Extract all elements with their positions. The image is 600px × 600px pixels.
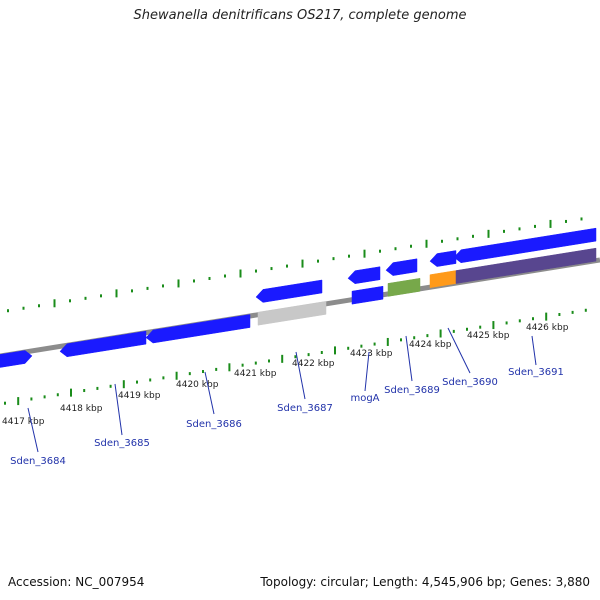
kbp-label: 4423 kbp (350, 349, 393, 359)
gene-feature[interactable] (453, 227, 597, 264)
kbp-label: 4418 kbp (60, 404, 103, 414)
gene-feature[interactable] (351, 285, 384, 305)
gene-feature[interactable] (455, 247, 597, 284)
gene-label[interactable]: Sden_3687 (277, 403, 333, 414)
gene-feature[interactable] (387, 278, 421, 297)
gene-feature[interactable] (0, 350, 33, 370)
gene-label[interactable]: Sden_3685 (94, 438, 150, 449)
gene-label[interactable]: Sden_3686 (186, 419, 242, 430)
gene-leader-line (447, 327, 471, 374)
kbp-label: 4419 kbp (118, 391, 161, 401)
gene-label[interactable]: mogA (350, 393, 379, 404)
kbp-label: 4425 kbp (467, 331, 510, 341)
accession-label: Accession: NC_007954 (8, 575, 145, 589)
gene-label[interactable]: Sden_3689 (384, 385, 440, 396)
gene-leader-line (531, 335, 537, 366)
gene-feature[interactable] (257, 301, 327, 326)
kbp-label: 4421 kbp (234, 369, 277, 379)
gene-feature[interactable] (429, 250, 457, 267)
gene-leader-line (364, 351, 370, 392)
gene-leader-line (27, 407, 39, 453)
gene-feature[interactable] (255, 279, 323, 303)
gene-label[interactable]: Sden_3684 (10, 456, 66, 467)
gene-feature[interactable] (145, 314, 251, 344)
gene-feature[interactable] (59, 330, 147, 358)
kbp-label: 4426 kbp (526, 323, 569, 333)
kbp-label: 4424 kbp (409, 340, 452, 350)
kbp-label: 4420 kbp (176, 380, 219, 390)
genome-summary: Topology: circular; Length: 4,545,906 bp… (260, 575, 590, 589)
gene-feature[interactable] (347, 266, 381, 284)
gene-leader-line (405, 335, 413, 382)
map-title: Shewanella denitrificans OS217, complete… (133, 8, 467, 23)
gene-leader-line (204, 371, 215, 415)
gene-leader-line (114, 383, 123, 436)
kbp-label: 4417 kbp (2, 417, 45, 427)
gene-leader-line (295, 351, 306, 400)
gene-feature[interactable] (385, 258, 418, 276)
kbp-label: 4422 kbp (292, 359, 335, 369)
gene-label[interactable]: Sden_3691 (508, 367, 564, 378)
gene-label[interactable]: Sden_3690 (442, 377, 498, 388)
